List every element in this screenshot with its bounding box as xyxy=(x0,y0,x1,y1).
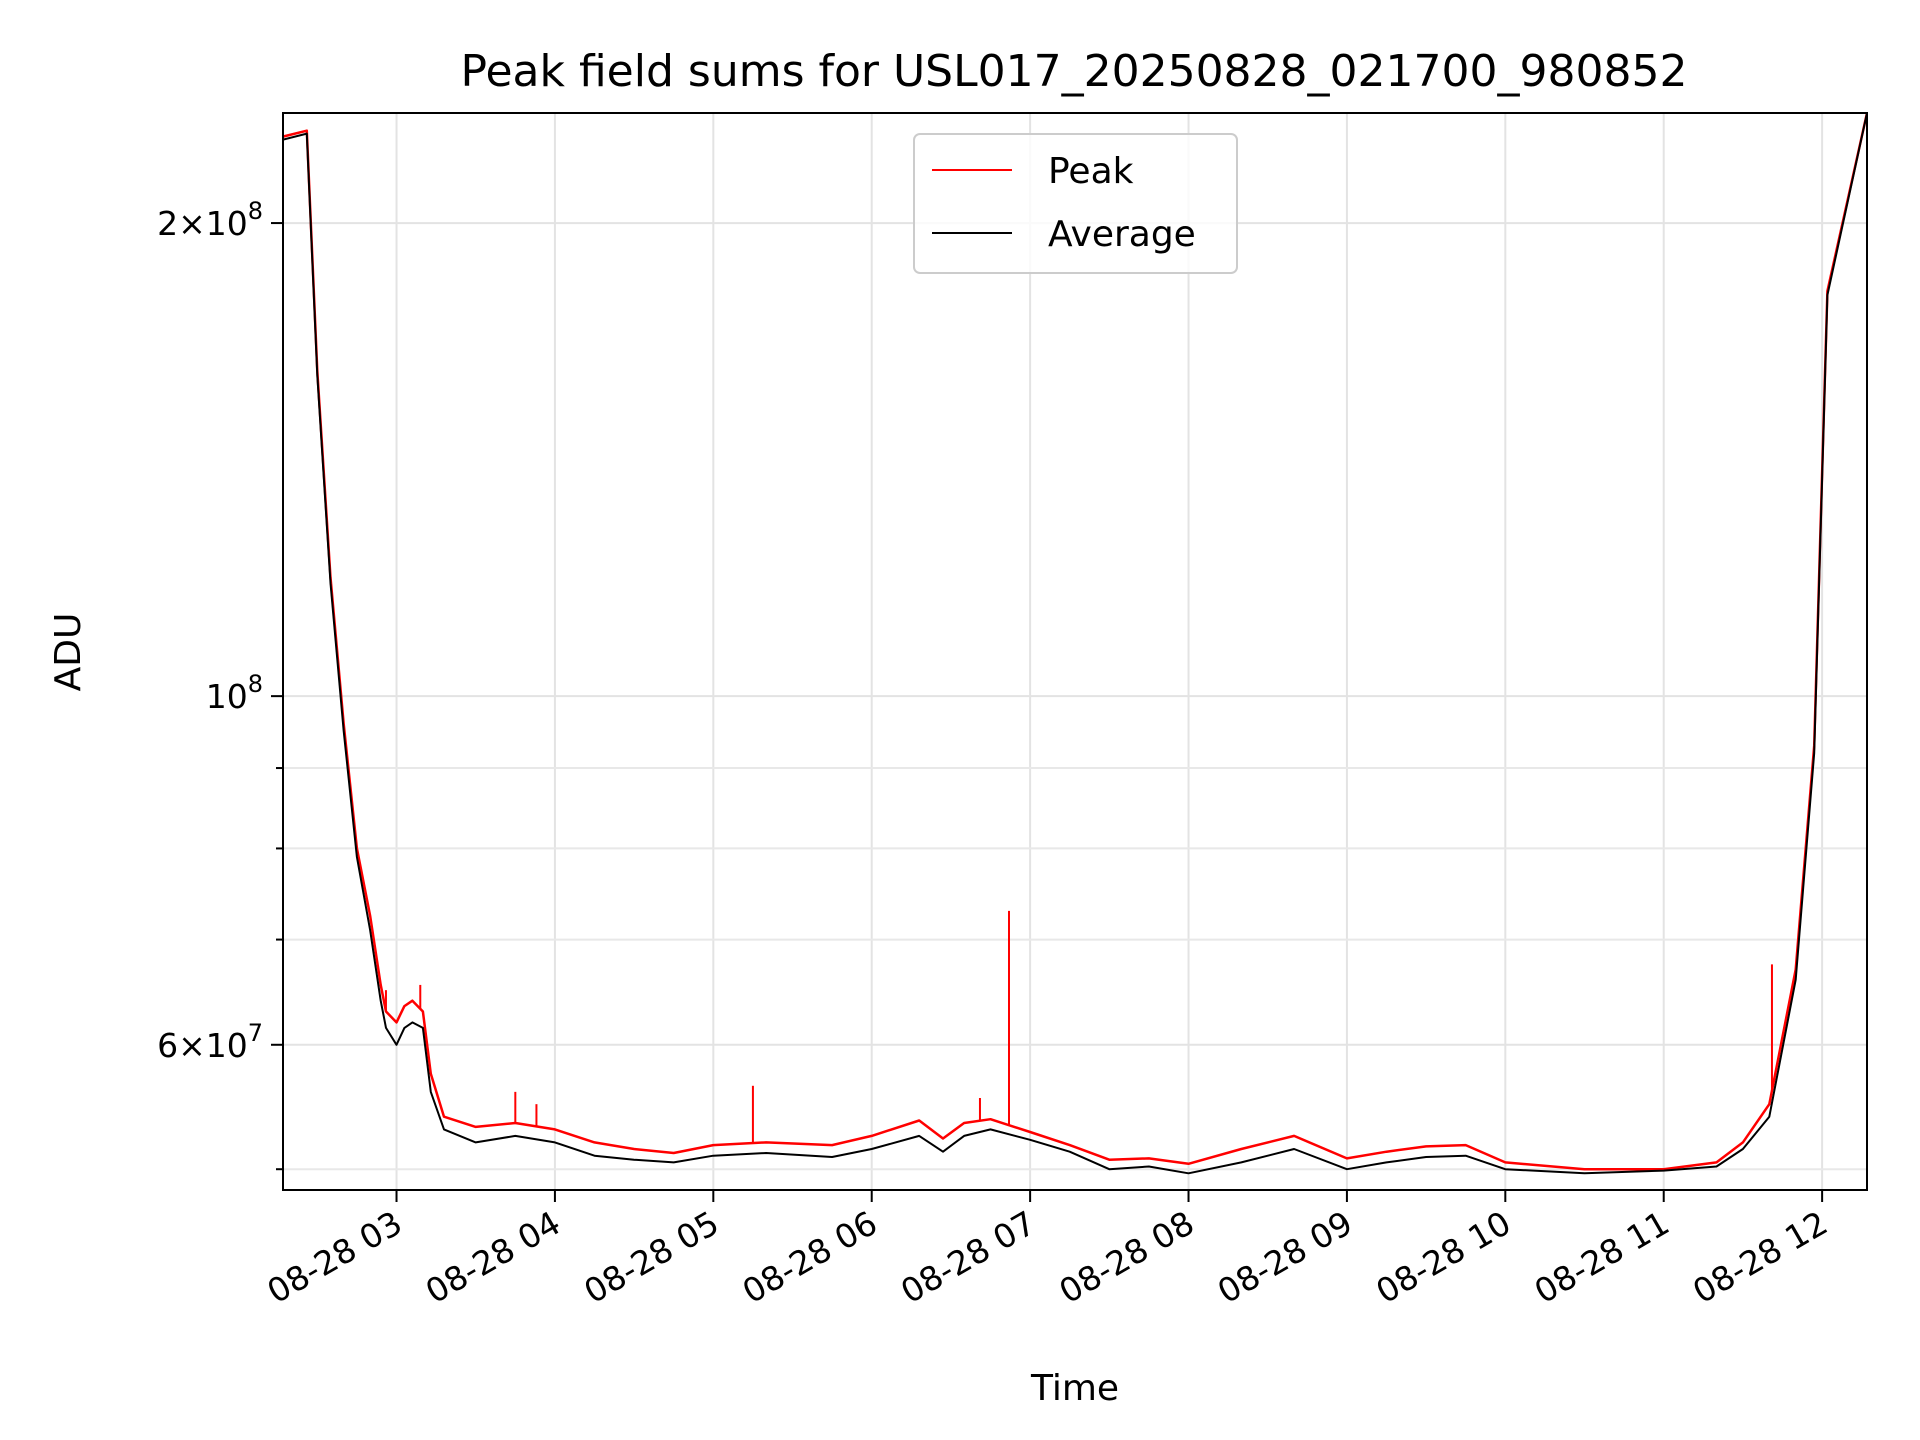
legend: Peak Average xyxy=(913,133,1238,274)
y-tick-label: 108 xyxy=(206,670,263,716)
y-tick-label-exponent: 8 xyxy=(248,670,263,698)
x-axis-label: Time xyxy=(1030,1368,1119,1409)
legend-label-average: Average xyxy=(1048,214,1196,255)
y-tick-label-ten: 10 xyxy=(206,677,248,716)
y-tick-label-base: 2 xyxy=(157,204,178,243)
grid-lines xyxy=(283,113,1867,1190)
y-tick-label: 2×108 xyxy=(157,197,263,243)
y-axis-label: ADU xyxy=(48,613,89,692)
y-tick-label-times: × xyxy=(178,1026,206,1065)
legend-label-peak: Peak xyxy=(1048,151,1134,192)
series-line-peak xyxy=(283,113,1867,1171)
legend-box xyxy=(913,133,1238,274)
series-line-average xyxy=(283,113,1867,1175)
plot-area xyxy=(283,113,1867,1175)
y-tick-label-ten: 10 xyxy=(206,1026,248,1065)
y-tick-label-exponent: 8 xyxy=(248,197,263,225)
series-layer xyxy=(283,113,1867,1175)
plot-frame xyxy=(282,112,1868,1191)
y-tick-label-base: 6 xyxy=(157,1026,178,1065)
y-tick-label-ten: 10 xyxy=(206,204,248,243)
chart-title: Peak field sums for USL017_20250828_0217… xyxy=(461,46,1688,97)
y-tick-label: 6×107 xyxy=(157,1019,263,1065)
y-tick-label-exponent: 7 xyxy=(248,1019,263,1047)
y-tick-label-times: × xyxy=(178,204,206,243)
